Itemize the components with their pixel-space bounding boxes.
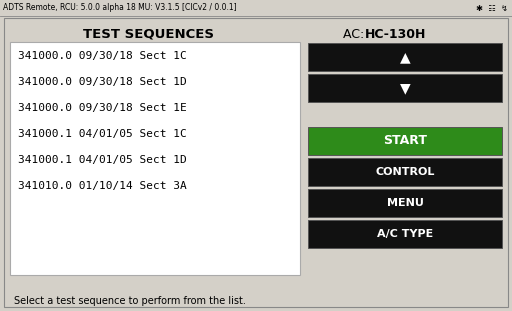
Text: Select a test sequence to perform from the list.: Select a test sequence to perform from t… [14,296,246,306]
Bar [308,43,502,71]
Text: 341000.1 04/01/05 Sect 1C: 341000.1 04/01/05 Sect 1C [18,129,187,139]
Text: MENU: MENU [387,198,423,208]
Text: 341010.0 01/10/14 Sect 3A: 341010.0 01/10/14 Sect 3A [18,181,187,191]
Bar [308,189,502,217]
Text: A/C TYPE: A/C TYPE [377,229,433,239]
Text: 341000.0 09/30/18 Sect 1E: 341000.0 09/30/18 Sect 1E [18,103,187,113]
Text: 341000.0 09/30/18 Sect 1D: 341000.0 09/30/18 Sect 1D [18,77,187,87]
Bar [308,74,502,102]
Text: TEST SEQUENCES: TEST SEQUENCES [83,27,214,40]
Bar [308,220,502,248]
Text: HC-130H: HC-130H [365,27,426,40]
Text: 341000.0 09/30/18 Sect 1C: 341000.0 09/30/18 Sect 1C [18,51,187,61]
Bar [308,158,502,186]
Bar [0,0,512,16]
Text: START: START [383,134,427,147]
Text: ADTS Remote, RCU: 5.0.0 alpha 18 MU: V3.1.5 [CICv2 / 0.0.1]: ADTS Remote, RCU: 5.0.0 alpha 18 MU: V3.… [3,3,237,12]
Text: 341000.1 04/01/05 Sect 1D: 341000.1 04/01/05 Sect 1D [18,155,187,165]
Text: ▼: ▼ [400,81,410,95]
Text: ✱  ☷  ↯: ✱ ☷ ↯ [476,3,508,12]
Bar [308,127,502,155]
Text: CONTROL: CONTROL [375,167,435,177]
Bar [10,42,300,275]
Text: ▲: ▲ [400,50,410,64]
Text: AC:: AC: [343,27,368,40]
